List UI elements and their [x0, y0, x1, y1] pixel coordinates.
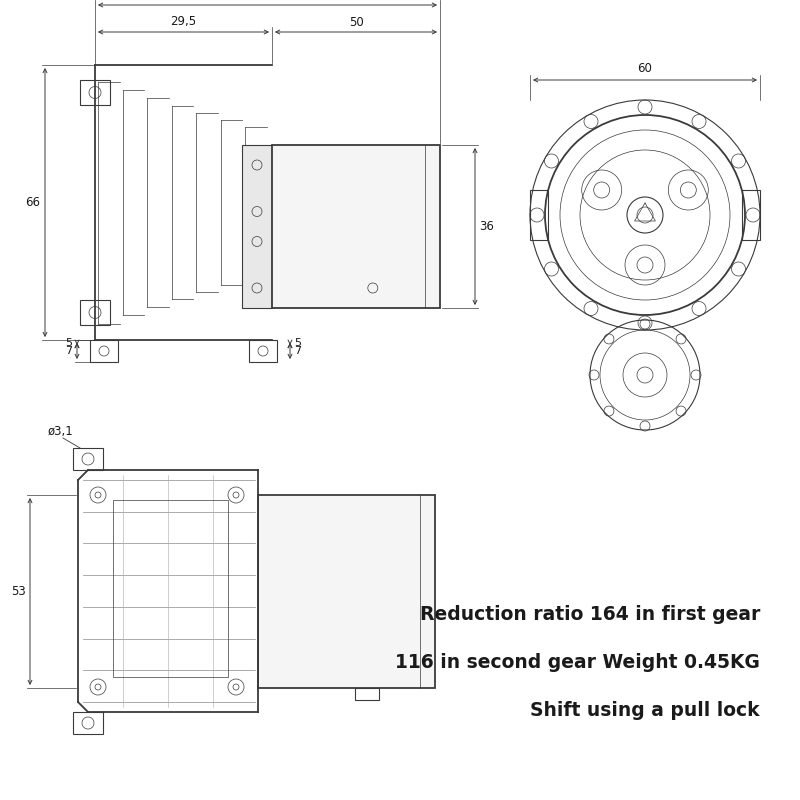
- Text: 29,5: 29,5: [170, 15, 197, 29]
- Text: 66: 66: [26, 196, 41, 209]
- Text: 116 in second gear Weight 0.45KG: 116 in second gear Weight 0.45KG: [395, 654, 760, 673]
- Bar: [113, 500, 228, 677]
- Bar: [90, 340, 118, 362]
- Bar: [80, 300, 110, 325]
- Text: Reduction ratio 164 in first gear: Reduction ratio 164 in first gear: [420, 606, 760, 625]
- Text: 36: 36: [479, 220, 494, 233]
- Text: 5: 5: [294, 338, 302, 347]
- Bar: [249, 340, 277, 362]
- Bar: [73, 712, 103, 734]
- Bar: [354, 688, 378, 700]
- Bar: [242, 145, 272, 308]
- Bar: [530, 190, 548, 240]
- Text: ø3,1: ø3,1: [48, 425, 74, 438]
- Text: 53: 53: [10, 585, 26, 598]
- Text: 7: 7: [66, 346, 73, 356]
- Bar: [258, 495, 435, 688]
- Text: 110: 110: [256, 0, 278, 2]
- Bar: [73, 448, 103, 470]
- Bar: [272, 145, 440, 308]
- Text: 7: 7: [294, 346, 302, 356]
- Text: Shift using a pull lock: Shift using a pull lock: [530, 702, 760, 721]
- Text: 5: 5: [66, 338, 73, 347]
- Text: 60: 60: [638, 62, 653, 74]
- Bar: [80, 80, 110, 105]
- Bar: [742, 190, 760, 240]
- Text: 50: 50: [349, 15, 363, 29]
